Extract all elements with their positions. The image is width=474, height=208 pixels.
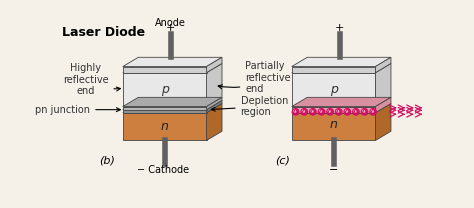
Circle shape bbox=[301, 109, 308, 115]
Circle shape bbox=[344, 109, 351, 115]
Text: Anode: Anode bbox=[155, 18, 186, 28]
Text: Depletion
region: Depletion region bbox=[211, 96, 288, 117]
Polygon shape bbox=[292, 104, 391, 113]
Polygon shape bbox=[292, 97, 391, 106]
Polygon shape bbox=[207, 104, 222, 140]
Polygon shape bbox=[123, 97, 222, 106]
Polygon shape bbox=[123, 57, 222, 67]
Text: − Cathode: − Cathode bbox=[137, 165, 189, 175]
Polygon shape bbox=[292, 113, 375, 140]
Text: Laser Diode: Laser Diode bbox=[63, 26, 146, 40]
Text: Partially
reflective
end: Partially reflective end bbox=[218, 61, 291, 94]
Circle shape bbox=[346, 110, 347, 112]
Polygon shape bbox=[123, 63, 222, 73]
Text: pn junction: pn junction bbox=[35, 105, 120, 115]
Circle shape bbox=[292, 109, 299, 115]
Text: (c): (c) bbox=[275, 156, 290, 166]
Polygon shape bbox=[123, 67, 207, 73]
Polygon shape bbox=[292, 63, 391, 73]
Polygon shape bbox=[207, 97, 222, 110]
Polygon shape bbox=[123, 73, 207, 106]
Polygon shape bbox=[375, 57, 391, 73]
Polygon shape bbox=[123, 106, 207, 110]
Text: p: p bbox=[161, 83, 169, 96]
Circle shape bbox=[336, 109, 342, 115]
Circle shape bbox=[353, 109, 359, 115]
Polygon shape bbox=[123, 100, 222, 110]
Circle shape bbox=[370, 109, 376, 115]
Circle shape bbox=[294, 110, 296, 112]
Circle shape bbox=[361, 109, 368, 115]
Polygon shape bbox=[375, 97, 391, 113]
Polygon shape bbox=[123, 113, 207, 140]
Polygon shape bbox=[292, 57, 391, 67]
Polygon shape bbox=[292, 106, 375, 113]
Polygon shape bbox=[375, 104, 391, 140]
Polygon shape bbox=[207, 100, 222, 113]
Circle shape bbox=[363, 110, 365, 112]
Polygon shape bbox=[207, 63, 222, 106]
Circle shape bbox=[311, 110, 313, 112]
Polygon shape bbox=[123, 104, 222, 113]
Polygon shape bbox=[207, 57, 222, 73]
Text: +: + bbox=[166, 24, 175, 33]
Polygon shape bbox=[292, 67, 375, 73]
Circle shape bbox=[328, 110, 330, 112]
Text: +: + bbox=[335, 24, 345, 33]
Circle shape bbox=[318, 109, 325, 115]
Polygon shape bbox=[375, 63, 391, 106]
Circle shape bbox=[371, 110, 374, 112]
Text: n: n bbox=[161, 120, 169, 133]
Text: p: p bbox=[329, 83, 337, 96]
Circle shape bbox=[337, 110, 339, 112]
Polygon shape bbox=[292, 73, 375, 106]
Text: n: n bbox=[329, 118, 337, 131]
Text: (b): (b) bbox=[100, 156, 115, 166]
Text: Highly
reflective
end: Highly reflective end bbox=[63, 63, 120, 96]
Text: −: − bbox=[329, 165, 338, 175]
Circle shape bbox=[354, 110, 356, 112]
Circle shape bbox=[310, 109, 316, 115]
Circle shape bbox=[319, 110, 322, 112]
Circle shape bbox=[302, 110, 305, 112]
Polygon shape bbox=[123, 110, 207, 113]
Circle shape bbox=[327, 109, 333, 115]
